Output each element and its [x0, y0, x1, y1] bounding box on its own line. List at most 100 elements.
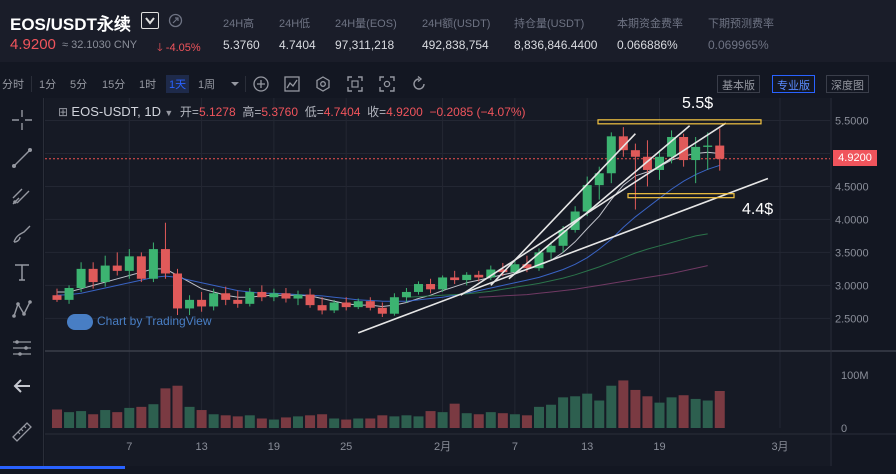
annotation-upper: 5.5$: [682, 95, 714, 112]
toolbar-divider: [31, 76, 32, 92]
price-tick-label: 5.5000: [835, 116, 869, 128]
candle-body: [221, 293, 231, 300]
stat-label-funding-rate: 本期资金费率: [617, 18, 683, 30]
interval-more-icon[interactable]: [226, 75, 244, 93]
indicator-add-icon[interactable]: [252, 75, 270, 93]
trend-line-drawing[interactable]: [357, 177, 769, 334]
volume-bar: [401, 415, 412, 428]
volume-bar: [160, 388, 171, 428]
symbol-dropdown-button[interactable]: [141, 12, 159, 29]
volume-bar: [582, 393, 593, 428]
trend-line-drawing[interactable]: [508, 125, 691, 280]
cny-price: ≈ 32.1030 CNY: [62, 39, 138, 51]
volume-bar: [618, 380, 629, 428]
interval-1m[interactable]: 1分: [39, 79, 57, 91]
stat-value-high: 5.3760: [223, 38, 260, 52]
stat-label-high: 24H高: [223, 18, 255, 30]
back-arrow-icon[interactable]: [10, 374, 34, 398]
trend-line-icon[interactable]: [10, 146, 34, 170]
favorite-icon[interactable]: [168, 13, 183, 28]
volume-bar: [509, 414, 520, 428]
screenshot-icon[interactable]: [378, 75, 396, 93]
close-value: 4.9200: [386, 105, 423, 119]
stat-value-next-rate: 0.069965%: [708, 38, 769, 52]
candle-body: [401, 291, 411, 298]
candle-body: [112, 265, 122, 271]
legend-symbol[interactable]: EOS-USDT, 1D: [71, 104, 161, 119]
volume-bar: [64, 412, 75, 428]
pattern-tool-icon[interactable]: [10, 298, 34, 322]
volume-bar: [534, 406, 544, 428]
interval-1h[interactable]: 1时: [139, 79, 157, 91]
reset-icon[interactable]: [410, 75, 428, 93]
volume-bar: [280, 417, 291, 428]
volume-bar: [606, 385, 617, 428]
candle-body: [642, 156, 652, 170]
volume-bar: [389, 416, 400, 428]
candle-body: [245, 291, 255, 304]
volume-bar: [148, 404, 159, 428]
high-value: 5.3760: [261, 105, 299, 119]
candle-body: [88, 268, 98, 283]
mode-depth-button[interactable]: 深度图: [826, 75, 869, 93]
volume-bar: [654, 402, 665, 428]
low-value: 4.7404: [323, 105, 361, 119]
mode-basic-button[interactable]: 基本版: [717, 75, 760, 93]
interval-5m[interactable]: 5分: [70, 79, 88, 91]
volume-bar: [317, 414, 328, 428]
candle-body: [450, 277, 460, 281]
interval-15m[interactable]: 15分: [102, 79, 126, 91]
trend-line-drawing[interactable]: [460, 122, 727, 296]
ruler-icon[interactable]: [10, 420, 34, 444]
volume-bar: [449, 403, 460, 428]
price-tick-label: 3.5000: [835, 247, 869, 259]
time-tick-label: 7: [126, 441, 132, 453]
time-tick-label: 13: [581, 441, 593, 453]
measure-tool-icon[interactable]: [10, 336, 34, 360]
candle-body: [462, 274, 472, 281]
interval-timeline[interactable]: 分时: [2, 79, 24, 91]
legend-grid-icon[interactable]: ⊞: [58, 105, 69, 119]
fullscreen-icon[interactable]: [346, 75, 364, 93]
volume-bar: [172, 385, 183, 428]
crosshair-icon[interactable]: [10, 108, 34, 132]
text-tool-icon[interactable]: [10, 260, 34, 284]
tradingview-watermark[interactable]: Chart by TradingView: [67, 314, 212, 330]
candle-body: [64, 287, 74, 300]
high-label: 高=: [242, 105, 262, 119]
price-chart[interactable]: 5.50005.00004.50004.00003.50003.00002.50…: [45, 95, 896, 466]
interval-1w[interactable]: 1周: [198, 79, 216, 91]
volume-bar: [461, 413, 472, 428]
chart-canvas[interactable]: 5.50005.00004.50004.00003.50003.00002.50…: [45, 98, 896, 466]
candle-body: [534, 252, 544, 269]
trend-line-drawing[interactable]: [490, 133, 636, 286]
legend-dropdown-icon[interactable]: ▼: [164, 108, 174, 118]
candle-body: [522, 264, 532, 269]
volume-bar: [305, 415, 316, 428]
volume-bar: [377, 415, 388, 428]
interval-1d[interactable]: 1天: [166, 75, 190, 93]
fib-tool-icon[interactable]: [10, 184, 34, 208]
price-change: 🡓 -4.05%: [157, 39, 201, 58]
volume-bar: [630, 389, 641, 428]
volume-bar: [666, 397, 677, 428]
volume-bar: [184, 406, 195, 428]
stat-label-open-interest: 持仓量(USDT): [514, 18, 585, 30]
stat-value-open-interest: 8,836,846.4400: [514, 38, 598, 52]
volume-bar: [473, 414, 484, 428]
brush-icon[interactable]: [10, 222, 34, 246]
indicators-icon[interactable]: [283, 75, 301, 93]
target-box-lower[interactable]: [627, 193, 735, 199]
target-box-upper[interactable]: [597, 119, 762, 125]
settings-hex-icon[interactable]: [314, 75, 332, 93]
moving-average-line: [56, 164, 720, 302]
symbol-title[interactable]: EOS/USDT永续: [10, 15, 131, 34]
ohlc-legend: ⊞ EOS-USDT, 1D ▼ 开=5.1278 高=5.3760 低=4.7…: [58, 103, 526, 120]
candle-body: [474, 274, 484, 278]
volume-bar: [678, 395, 689, 428]
candle-body: [715, 145, 725, 159]
mode-pro-button[interactable]: 专业版: [772, 75, 815, 93]
candle-body: [269, 293, 279, 298]
ticker-bar: EOS/USDT永续 4.9200 ≈ 32.1030 CNY 🡓 -4.05%…: [0, 0, 896, 62]
candle-body: [353, 301, 363, 308]
